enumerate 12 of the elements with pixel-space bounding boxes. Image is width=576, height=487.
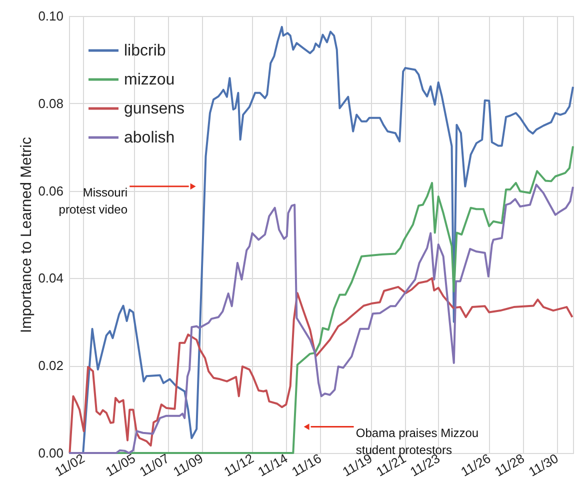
- legend-label: libcrib: [124, 42, 166, 60]
- x-tick-label: 11/09: [170, 450, 206, 480]
- y-tick-label: 0.08: [38, 96, 64, 111]
- y-tick-label: 0.04: [38, 270, 64, 286]
- y-tick-label: 0.02: [38, 358, 64, 374]
- legend-label: abolish: [124, 130, 175, 146]
- y-axis-title: Importance to Learned Metric: [18, 136, 36, 333]
- legend-label: gunsens: [124, 100, 184, 118]
- y-tick-label: 0.06: [38, 183, 64, 198]
- y-tick-label: 0.10: [38, 8, 64, 24]
- legend-label: mizzou: [124, 72, 175, 88]
- x-tick-label: 11/30: [526, 450, 561, 480]
